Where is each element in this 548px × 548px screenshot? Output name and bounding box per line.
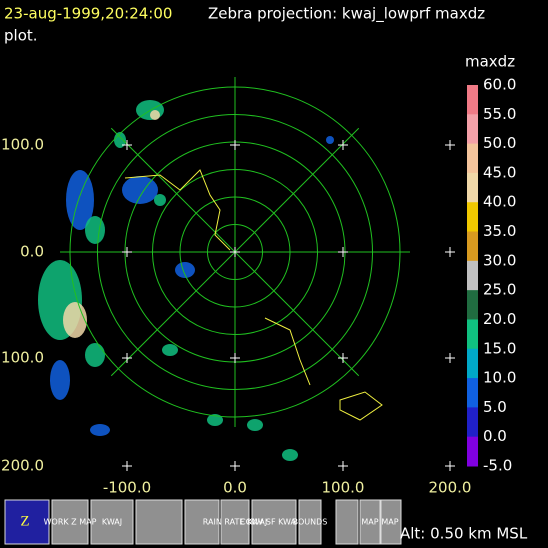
toolbar-button[interactable]	[4, 499, 50, 545]
colorbar-segment	[467, 436, 478, 467]
grid-cross	[230, 461, 240, 471]
radar-echo	[85, 343, 105, 367]
grid-cross	[338, 353, 348, 363]
icon-label: Z	[20, 513, 29, 529]
y-label: 0.0	[20, 243, 44, 261]
radar-echo	[150, 110, 160, 120]
radar-echo	[114, 132, 126, 148]
grid-cross	[230, 353, 240, 363]
toolbar-button[interactable]	[90, 499, 134, 545]
colorbar-segment	[467, 407, 478, 438]
colorbar-label: 60.0	[483, 76, 516, 94]
colorbar-label: 5.0	[483, 398, 507, 416]
grid-cross	[122, 353, 132, 363]
grid-cross	[445, 140, 455, 150]
colorbar-segment	[467, 260, 478, 291]
radar-echo	[122, 176, 158, 204]
colorbar-label: 50.0	[483, 134, 516, 152]
toolbar-button[interactable]	[251, 499, 297, 545]
radar-echo	[326, 136, 334, 144]
colorbar-segment	[467, 143, 478, 174]
colorbar-label: 0.0	[483, 427, 507, 445]
y-label: 200.0	[1, 457, 44, 475]
grid-cross	[230, 247, 240, 257]
icon-label: WORK Z MAP	[44, 518, 97, 527]
colorbar-segment	[467, 348, 478, 379]
radar-echo	[162, 344, 178, 356]
colorbar-segment	[467, 172, 478, 203]
colorbar-label: 35.0	[483, 222, 516, 240]
icon-label: BOUNDS	[293, 518, 328, 527]
grid-cross	[122, 140, 132, 150]
colorbar-label: 15.0	[483, 339, 516, 357]
colorbar-label: 55.0	[483, 105, 516, 123]
grid-cross	[338, 247, 348, 257]
toolbar-button[interactable]	[380, 499, 402, 545]
plot-title-cont: plot.	[4, 27, 38, 45]
icon-label: MAP	[381, 518, 398, 527]
colorbar-label: -5.0	[483, 457, 512, 475]
radar-echo	[282, 449, 298, 461]
radar-echo	[85, 216, 105, 244]
icon-label: RAIN RATE KWAJ	[203, 518, 267, 527]
toolbar-button[interactable]	[298, 499, 322, 545]
icon-label: MAP	[361, 518, 378, 527]
colorbar-segment	[467, 290, 478, 320]
colorbar-title: maxdz	[465, 53, 515, 71]
grid-cross	[230, 140, 240, 150]
x-label: 0.0	[223, 479, 247, 497]
colorbar-segment	[467, 231, 478, 262]
x-label: 200.0	[429, 479, 472, 497]
colorbar: 60.0 55.0 50.0 45.0 40.0 35.0 30.0 25.0 20.0 15.0…	[467, 76, 516, 475]
y-label: 100.0	[1, 136, 44, 154]
colorbar-label: 30.0	[483, 251, 516, 269]
toolbar-button[interactable]	[220, 499, 250, 545]
colorbar-segment	[467, 319, 478, 350]
grid-cross	[338, 461, 348, 471]
radar-echo	[66, 170, 94, 230]
colorbar-label: 20.0	[483, 310, 516, 328]
colorbar-label: 45.0	[483, 163, 516, 181]
grid-cross	[445, 353, 455, 363]
y-label: 100.0	[1, 349, 44, 367]
grid-cross	[445, 247, 455, 257]
radar-echo	[175, 262, 195, 278]
toolbar-button[interactable]	[184, 499, 220, 545]
plot-title: Zebra projection: kwaj_lowprf maxdz	[208, 5, 485, 24]
colorbar-label: 10.0	[483, 369, 516, 387]
radar-echo	[63, 302, 87, 338]
radar-echo	[50, 360, 70, 400]
grid-cross	[445, 461, 455, 471]
icon-label: CONV SF KWA	[240, 518, 297, 527]
radar-echo	[247, 419, 263, 431]
grid-cross	[122, 247, 132, 257]
coastline	[124, 169, 383, 421]
toolbar-button[interactable]	[135, 499, 183, 545]
x-label: 100.0	[322, 479, 365, 497]
toolbar-button[interactable]	[359, 499, 381, 545]
colorbar-label: 40.0	[483, 193, 516, 211]
colorbar-segment	[467, 114, 478, 145]
icon-label: KWAJ	[102, 518, 122, 527]
colorbar-segment	[467, 85, 478, 115]
radar-echo	[207, 414, 223, 426]
altitude: Alt: 0.50 km MSL	[400, 525, 528, 543]
time-stamp: 23-aug-1999,20:24:00	[4, 5, 172, 23]
grid-cross	[122, 461, 132, 471]
toolbar-button[interactable]	[51, 499, 89, 545]
toolbar-button[interactable]	[335, 499, 359, 545]
colorbar-label: 25.0	[483, 281, 516, 299]
colorbar-segment	[467, 202, 478, 233]
radar-plot: 100.0 0.0 100.0 200.0 -100.0 0.0 100.0 200.0	[1, 77, 471, 497]
radar-echo	[90, 424, 110, 436]
grid-cross	[338, 140, 348, 150]
radar-echo	[154, 194, 166, 206]
x-label: -100.0	[103, 479, 151, 497]
colorbar-segment	[467, 378, 478, 408]
